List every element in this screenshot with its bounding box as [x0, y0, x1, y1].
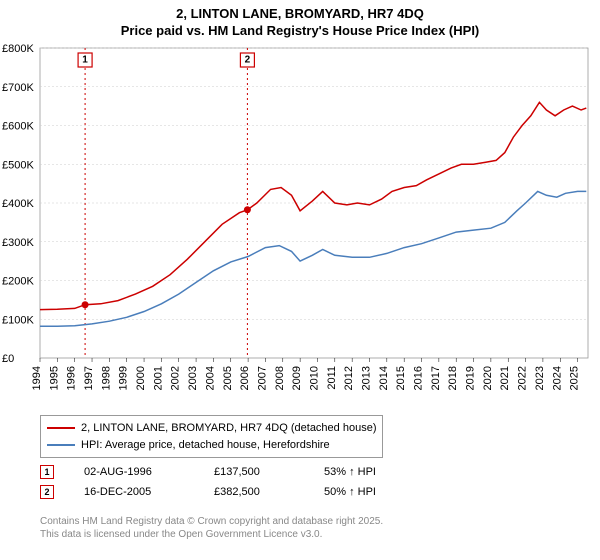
svg-text:£0: £0 — [2, 353, 14, 365]
price-points-table: 1 02-AUG-1996 £137,500 53% ↑ HPI 2 16-DEC-200… — [40, 465, 376, 505]
svg-text:1997: 1997 — [83, 366, 95, 390]
point-marker: 2 — [40, 485, 54, 499]
price-point-row: 2 16-DEC-2005 £382,500 50% ↑ HPI — [40, 485, 376, 499]
svg-text:2002: 2002 — [170, 366, 182, 390]
legend-label: 2, LINTON LANE, BROMYARD, HR7 4DQ (detac… — [81, 420, 376, 437]
svg-text:£600K: £600K — [2, 121, 34, 133]
svg-text:2014: 2014 — [378, 366, 390, 390]
svg-text:£200K: £200K — [2, 276, 34, 288]
point-delta: 50% ↑ HPI — [324, 486, 376, 498]
point-date: 02-AUG-1996 — [84, 466, 184, 478]
svg-text:2015: 2015 — [395, 366, 407, 390]
svg-text:2013: 2013 — [360, 366, 372, 390]
svg-text:2017: 2017 — [430, 366, 442, 390]
point-delta: 53% ↑ HPI — [324, 466, 376, 478]
legend-label: HPI: Average price, detached house, Here… — [81, 437, 330, 454]
svg-text:£400K: £400K — [2, 198, 34, 210]
legend-swatch — [47, 444, 75, 446]
point-price: £137,500 — [214, 466, 294, 478]
svg-text:2001: 2001 — [152, 366, 164, 390]
svg-text:2025: 2025 — [569, 366, 581, 390]
svg-text:1995: 1995 — [48, 366, 60, 390]
svg-text:1998: 1998 — [100, 366, 112, 390]
svg-text:2007: 2007 — [256, 366, 268, 390]
svg-text:2008: 2008 — [274, 366, 286, 390]
svg-text:2021: 2021 — [499, 366, 511, 390]
svg-text:£700K: £700K — [2, 82, 34, 94]
svg-text:2018: 2018 — [447, 366, 459, 390]
svg-text:2005: 2005 — [222, 366, 234, 390]
footer-line-2: This data is licensed under the Open Gov… — [40, 528, 383, 541]
svg-text:£500K: £500K — [2, 159, 34, 171]
svg-text:2: 2 — [245, 55, 251, 66]
point-date: 16-DEC-2005 — [84, 486, 184, 498]
svg-text:2019: 2019 — [465, 366, 477, 390]
chart-legend: 2, LINTON LANE, BROMYARD, HR7 4DQ (detac… — [40, 415, 383, 458]
footer-line-1: Contains HM Land Registry data © Crown c… — [40, 515, 383, 528]
point-marker: 1 — [40, 465, 54, 479]
price-point-row: 1 02-AUG-1996 £137,500 53% ↑ HPI — [40, 465, 376, 479]
svg-text:2000: 2000 — [135, 366, 147, 390]
svg-text:2009: 2009 — [291, 366, 303, 390]
legend-row: HPI: Average price, detached house, Here… — [47, 437, 376, 454]
svg-text:2012: 2012 — [343, 366, 355, 390]
svg-text:2006: 2006 — [239, 366, 251, 390]
price-chart: £0 £100K £200K £300K £400K £500K £600K £700K £80… — [0, 0, 600, 418]
svg-text:£300K: £300K — [2, 237, 34, 249]
svg-text:£100K: £100K — [2, 314, 34, 326]
svg-text:£800K: £800K — [2, 43, 34, 55]
svg-text:1994: 1994 — [31, 366, 43, 390]
legend-row: 2, LINTON LANE, BROMYARD, HR7 4DQ (detac… — [47, 420, 376, 437]
svg-text:2004: 2004 — [204, 366, 216, 390]
legend-swatch — [47, 427, 75, 429]
svg-text:1999: 1999 — [118, 366, 130, 390]
svg-text:2010: 2010 — [308, 366, 320, 390]
svg-text:2011: 2011 — [326, 366, 338, 390]
point-price: £382,500 — [214, 486, 294, 498]
svg-text:2022: 2022 — [517, 366, 529, 390]
svg-text:1996: 1996 — [66, 366, 78, 390]
svg-text:2020: 2020 — [482, 366, 494, 390]
svg-text:2003: 2003 — [187, 366, 199, 390]
svg-text:1: 1 — [82, 55, 88, 66]
svg-text:2023: 2023 — [534, 366, 546, 390]
svg-text:2024: 2024 — [551, 366, 563, 390]
attribution-footer: Contains HM Land Registry data © Crown c… — [40, 515, 383, 541]
svg-text:2016: 2016 — [413, 366, 425, 390]
